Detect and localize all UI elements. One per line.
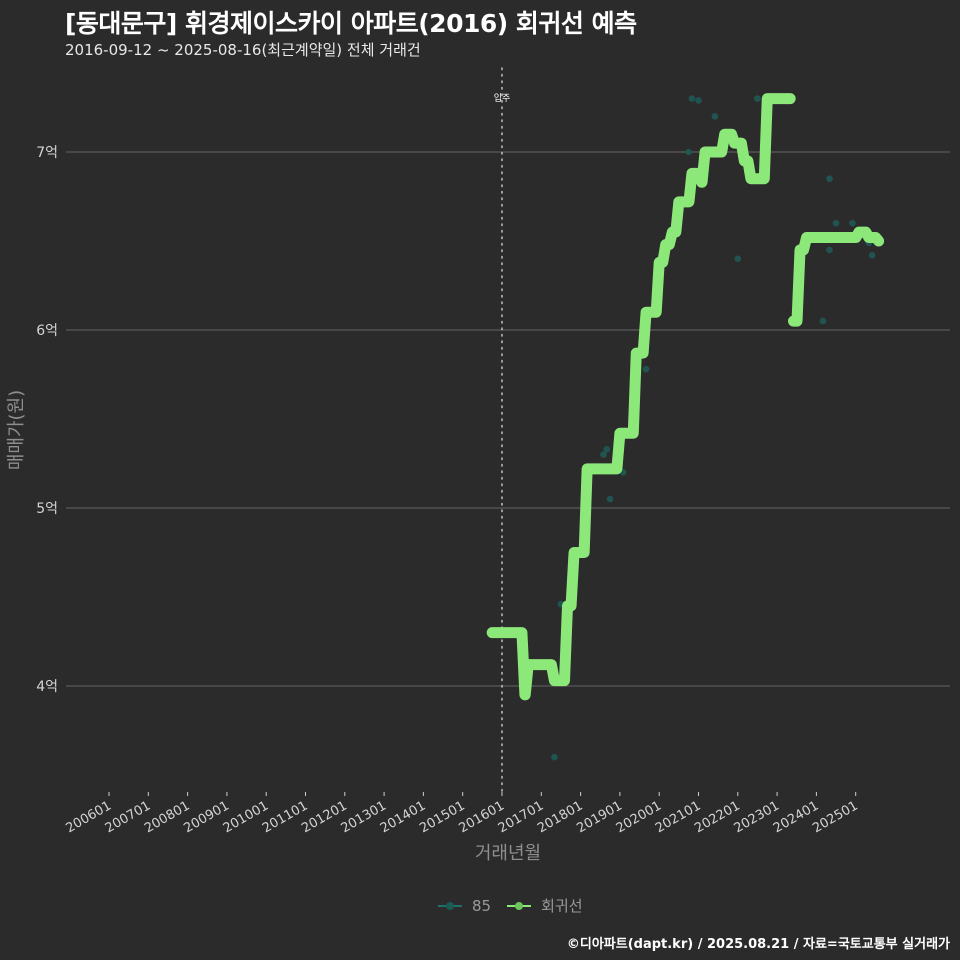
transaction-point <box>826 246 833 254</box>
move-in-annotation: 입주 <box>494 67 511 793</box>
chart-subtitle: 2016-09-12 ~ 2025-08-16(최근계약일) 전체 거래건 <box>65 41 421 59</box>
legend: 85 회귀선 <box>438 895 591 916</box>
legend-item-85: 85 <box>438 897 491 915</box>
transaction-point <box>734 255 742 263</box>
source-caption: ©디아파트(dapt.kr) / 2025.08.21 / 자료=국토교통부 실… <box>566 937 950 952</box>
y-tick-label: 4억 <box>36 679 58 695</box>
regression-segment <box>787 226 885 327</box>
y-tick-label: 6억 <box>36 323 58 339</box>
transaction-point <box>685 148 692 156</box>
y-axis: 4억 5억 6억 7억 <box>36 145 58 695</box>
transaction-point <box>711 113 719 120</box>
y-tick-label: 7억 <box>36 145 58 161</box>
x-tick-label: 202501 <box>810 798 860 836</box>
x-axis: 2006012007012008012009012010012011012012… <box>64 792 861 836</box>
x-axis-title: 거래년월 <box>475 843 541 864</box>
regression-line <box>486 93 885 701</box>
transaction-point <box>688 95 696 102</box>
move-in-label: 입주 <box>494 92 511 104</box>
transaction-point <box>819 317 827 325</box>
chart-title: [동대문구] 휘경제이스카이 아파트(2016) 회귀선 예측 <box>65 9 637 38</box>
transaction-point <box>606 495 614 503</box>
transaction-point <box>551 753 558 761</box>
y-axis-title: 매매가(원) <box>6 390 27 470</box>
legend-label-85: 85 <box>472 896 492 915</box>
y-tick-label: 5억 <box>36 501 58 517</box>
transaction-point <box>754 95 761 102</box>
regression-segment <box>486 93 796 701</box>
transaction-point <box>603 445 611 453</box>
transaction-points <box>551 95 876 761</box>
transaction-point <box>849 219 856 227</box>
legend-label-regression: 회귀선 <box>541 897 583 915</box>
legend-item-regression: 회귀선 <box>507 895 583 916</box>
transaction-point <box>600 451 607 458</box>
transaction-point <box>642 365 650 373</box>
legend-key-regression-icon <box>507 900 532 912</box>
transaction-point <box>832 219 840 227</box>
transaction-point <box>695 97 702 104</box>
legend-key-85-icon <box>438 900 462 912</box>
gridlines <box>66 151 950 687</box>
transaction-point <box>826 175 833 182</box>
transaction-point <box>868 251 876 259</box>
